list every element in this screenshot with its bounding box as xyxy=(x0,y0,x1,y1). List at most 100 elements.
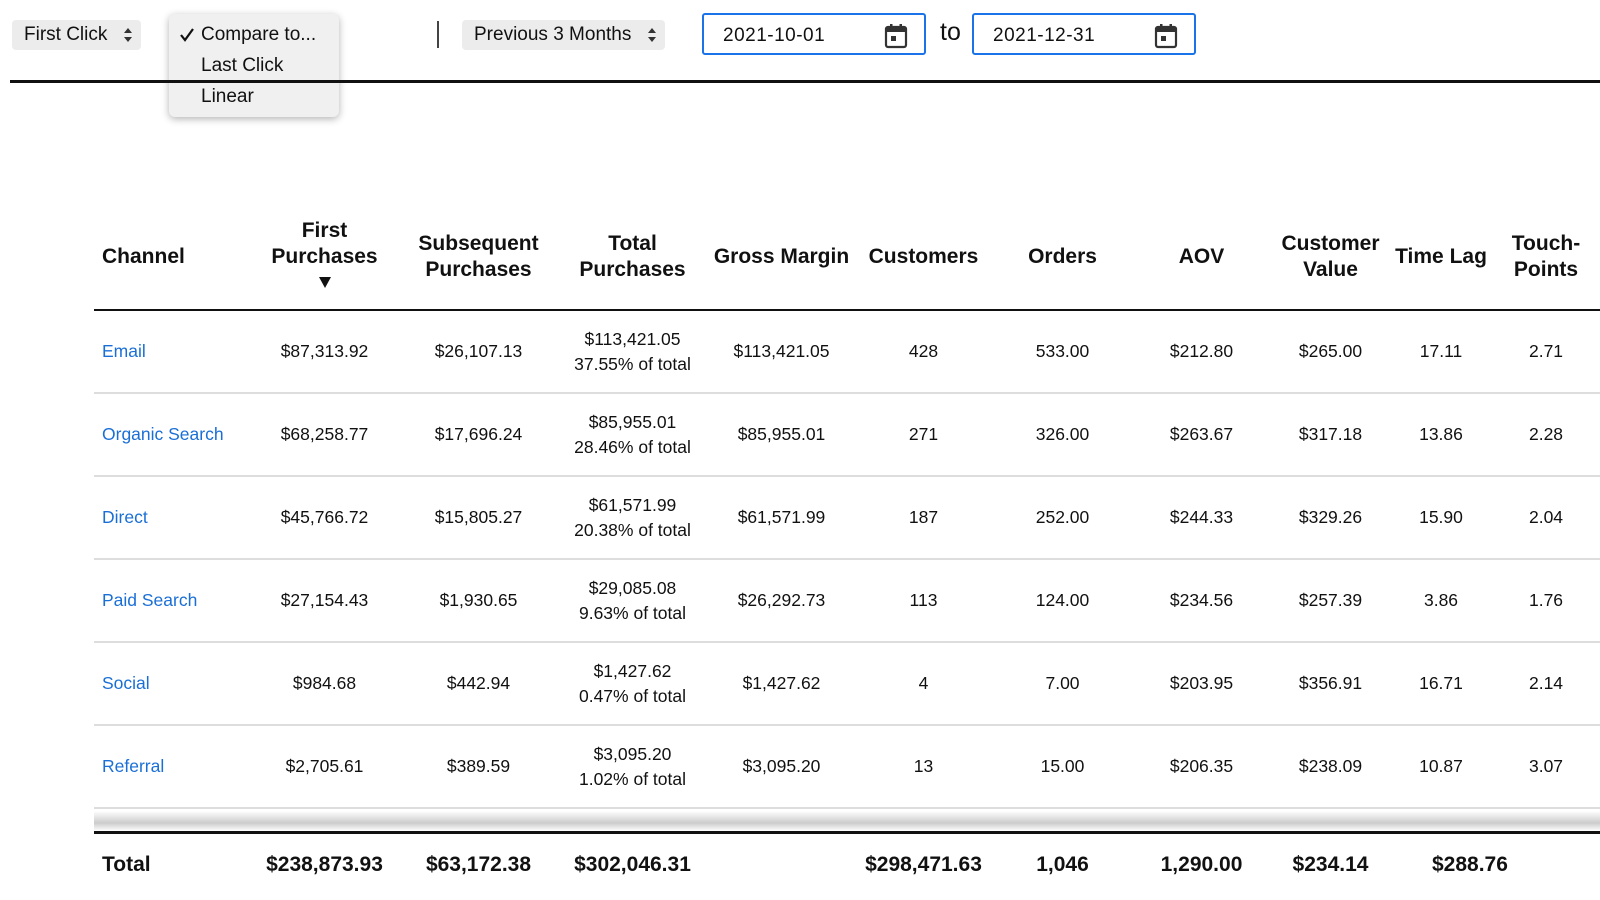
channel-cell: Paid Search xyxy=(94,559,248,643)
cell-value: $45,766.72 xyxy=(280,507,369,527)
data-cell: 271 xyxy=(854,393,993,477)
data-cell: 326.00 xyxy=(993,393,1132,477)
column-header[interactable]: Touch-Points xyxy=(1492,205,1600,311)
end-date: 2021-12-31 xyxy=(993,25,1096,46)
data-cell: $984.68 xyxy=(248,642,401,726)
table-row: Social $984.68 $442.94 $1,427.62 0.47% of to… xyxy=(94,642,1600,726)
calendar-icon xyxy=(1154,24,1178,49)
data-cell: $85,955.01 28.46% of total xyxy=(556,393,709,477)
column-header-label: First Purchases xyxy=(271,219,378,268)
cell-value: 2.28 xyxy=(1528,424,1564,444)
column-header-label: Gross Margin xyxy=(713,245,850,268)
channel-cell: Referral xyxy=(94,725,248,809)
menu-option[interactable]: Last Click xyxy=(201,55,284,76)
data-cell: 13 xyxy=(854,725,993,809)
column-header[interactable]: Gross Margin xyxy=(709,205,854,311)
data-cell: 533.00 xyxy=(993,310,1132,394)
data-cell: $3,095.20 xyxy=(709,725,854,809)
data-cell: 3.86 xyxy=(1390,559,1492,643)
data-cell: $15,805.27 xyxy=(401,476,556,560)
total-purchases-value: $3,095.20 xyxy=(593,743,672,764)
model-select[interactable]: First Click xyxy=(12,20,142,50)
column-header[interactable]: Customer Value xyxy=(1271,205,1390,311)
scroll-shadow xyxy=(94,811,1600,831)
cell-value: $3,095.20 xyxy=(742,756,821,776)
total-value: $288.76 xyxy=(1432,852,1508,876)
column-header[interactable]: Customers xyxy=(854,205,993,311)
data-cell: $29,085.08 9.63% of total xyxy=(556,559,709,643)
data-cell: $329.26 xyxy=(1271,476,1390,560)
cell-value: 10.87 xyxy=(1419,756,1463,776)
cell-value: $26,107.13 xyxy=(434,341,523,361)
cell-value: 4 xyxy=(918,673,929,693)
cell-value: 533.00 xyxy=(1035,341,1090,361)
data-cell: $442.94 xyxy=(401,642,556,726)
channel-cell: Direct xyxy=(94,476,248,560)
cell-value: $1,930.65 xyxy=(439,590,518,610)
column-header[interactable]: Total Purchases xyxy=(556,205,709,311)
cell-value: $984.68 xyxy=(292,673,357,693)
data-cell: $45,766.72 xyxy=(248,476,401,560)
check-icon xyxy=(180,28,194,42)
cell-value: 16.71 xyxy=(1419,673,1463,693)
cell-value: $2,705.61 xyxy=(285,756,364,776)
column-header-label: Customer Value xyxy=(1281,232,1380,281)
data-cell: $85,955.01 xyxy=(709,393,854,477)
total-purchases-value: $61,571.99 xyxy=(588,494,677,515)
data-cell: $27,154.43 xyxy=(248,559,401,643)
data-cell: 1.76 xyxy=(1492,559,1600,643)
cell-value: $15,805.27 xyxy=(434,507,523,527)
cell-value: $206.35 xyxy=(1169,756,1234,776)
data-cell: $389.59 xyxy=(401,725,556,809)
column-header[interactable]: AOV xyxy=(1132,205,1271,311)
cell-value: $317.18 xyxy=(1298,424,1363,444)
cell-value: 3.86 xyxy=(1423,590,1459,610)
range-select[interactable]: Previous 3 Months xyxy=(462,20,666,50)
data-cell: 124.00 xyxy=(993,559,1132,643)
menu-option[interactable]: Compare to... xyxy=(169,19,339,50)
cell-value: $85,955.01 xyxy=(737,424,826,444)
cell-value: 7.00 xyxy=(1045,673,1080,693)
channel-link[interactable]: Referral xyxy=(102,756,165,776)
column-header[interactable]: Subsequent Purchases xyxy=(401,205,556,311)
end-date-input[interactable]: 2021-12-31 xyxy=(972,13,1196,55)
column-header[interactable]: Orders xyxy=(993,205,1132,311)
cell-value: 428 xyxy=(908,341,939,361)
channel-link[interactable]: Direct xyxy=(102,507,148,527)
compare-menu: Compare to... Last Click Linear xyxy=(169,14,339,117)
channel-link[interactable]: Social xyxy=(102,673,150,693)
start-date-input[interactable]: 2021-10-01 xyxy=(702,13,926,55)
range-select-label: Previous 3 Months xyxy=(474,24,632,45)
column-header[interactable]: First Purchases xyxy=(248,205,401,311)
cell-value: 2.04 xyxy=(1528,507,1564,527)
channel-link[interactable]: Email xyxy=(102,341,146,361)
sort-indicator xyxy=(318,277,331,288)
cell-value: 1.76 xyxy=(1528,590,1564,610)
total-value: $234.14 xyxy=(1292,852,1369,876)
total-purchases-value: $1,427.62 xyxy=(593,660,672,681)
divider xyxy=(437,21,439,48)
cell-value: $113,421.05 xyxy=(733,341,830,361)
data-cell: 2.71 xyxy=(1492,310,1600,394)
column-header[interactable]: Time Lag xyxy=(1390,205,1492,311)
cell-value: $389.59 xyxy=(446,756,511,776)
channel-link[interactable]: Paid Search xyxy=(102,590,198,610)
cell-value: $257.39 xyxy=(1298,590,1363,610)
data-cell: 252.00 xyxy=(993,476,1132,560)
data-cell: $113,421.05 xyxy=(709,310,854,394)
data-cell: 187 xyxy=(854,476,993,560)
channel-link[interactable]: Organic Search xyxy=(102,424,224,444)
data-cell: 2.14 xyxy=(1492,642,1600,726)
column-header[interactable]: Channel xyxy=(94,205,248,311)
select-arrows xyxy=(648,28,657,42)
cell-value: $212.80 xyxy=(1169,341,1234,361)
data-cell: 113 xyxy=(854,559,993,643)
total-purchases-value: $29,085.08 xyxy=(588,577,677,598)
data-cell: $263.67 xyxy=(1132,393,1271,477)
menu-option[interactable]: Linear xyxy=(201,86,254,107)
cell-value: $203.95 xyxy=(1169,673,1234,693)
cell-value: 13.86 xyxy=(1419,424,1463,444)
data-cell: $1,427.62 0.47% of total xyxy=(556,642,709,726)
data-cell: 3.07 xyxy=(1492,725,1600,809)
data-cell: $257.39 xyxy=(1271,559,1390,643)
